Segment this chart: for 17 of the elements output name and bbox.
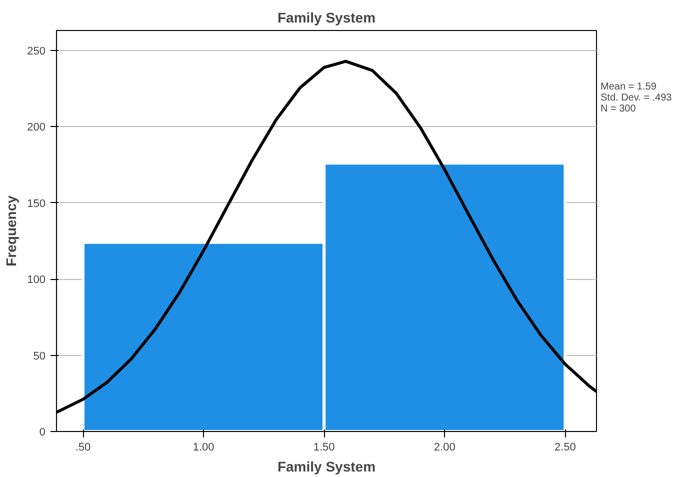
- text: Std. Dev. = .493: [600, 92, 672, 104]
- x-tick-label: 2.50: [554, 442, 576, 454]
- y-tick-label: 50: [33, 350, 46, 362]
- x-axis-title: Family System: [277, 458, 376, 474]
- x-tick-label: 1.00: [192, 442, 214, 454]
- y-axis-title: Frequency: [3, 195, 20, 266]
- text: Mean = 1.59: [600, 82, 657, 92]
- y-tick-label: 200: [27, 122, 46, 134]
- y-tick-label: 150: [27, 198, 46, 210]
- text: N = 300: [600, 104, 636, 114]
- y-tick-label: 100: [27, 274, 46, 286]
- chart-title: Family System: [277, 10, 376, 26]
- x-tick-label: 2.00: [434, 442, 456, 454]
- x-tick-label: 1.50: [313, 442, 335, 454]
- y-tick-label: 0: [39, 426, 46, 438]
- y-tick-label: 250: [27, 45, 46, 58]
- x-tick-label: .50: [75, 442, 91, 454]
